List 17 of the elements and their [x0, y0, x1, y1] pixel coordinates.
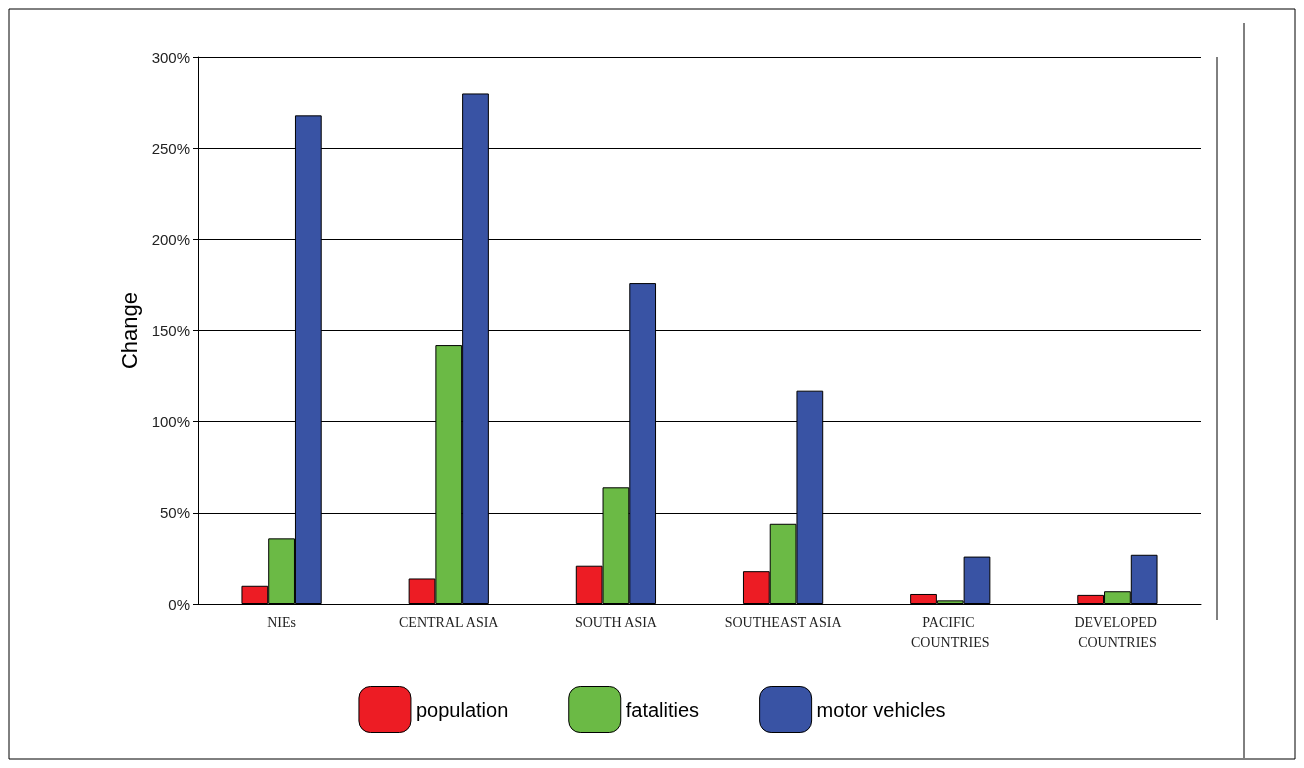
x-tick-label: SOUTHEAST ASIA: [724, 614, 843, 630]
y-tick-label: 0%: [168, 595, 190, 613]
y-tick-label: 250%: [151, 139, 190, 157]
legend-label: population: [415, 698, 509, 721]
x-tick-label: CENTRAL ASIA: [399, 614, 500, 630]
y-axis-title: Change: [116, 291, 142, 370]
x-tick-label: SOUTH ASIA: [574, 614, 658, 630]
y-tick-label: 50%: [159, 504, 190, 522]
x-tick-label: PACIFIC COUNTRIES: [910, 614, 990, 650]
y-tick-label: 200%: [151, 230, 190, 248]
y-tick-label: 150%: [151, 322, 190, 339]
legend-label: fatalities: [625, 698, 700, 721]
legend-label: motor vehicles: [816, 698, 946, 721]
y-tick-label: 300%: [151, 48, 190, 66]
x-tick-label: NIEs: [267, 614, 296, 630]
x-tick-label: DEVELOPED COUNTRIES: [1074, 614, 1161, 650]
y-tick-label: 100%: [151, 413, 190, 431]
